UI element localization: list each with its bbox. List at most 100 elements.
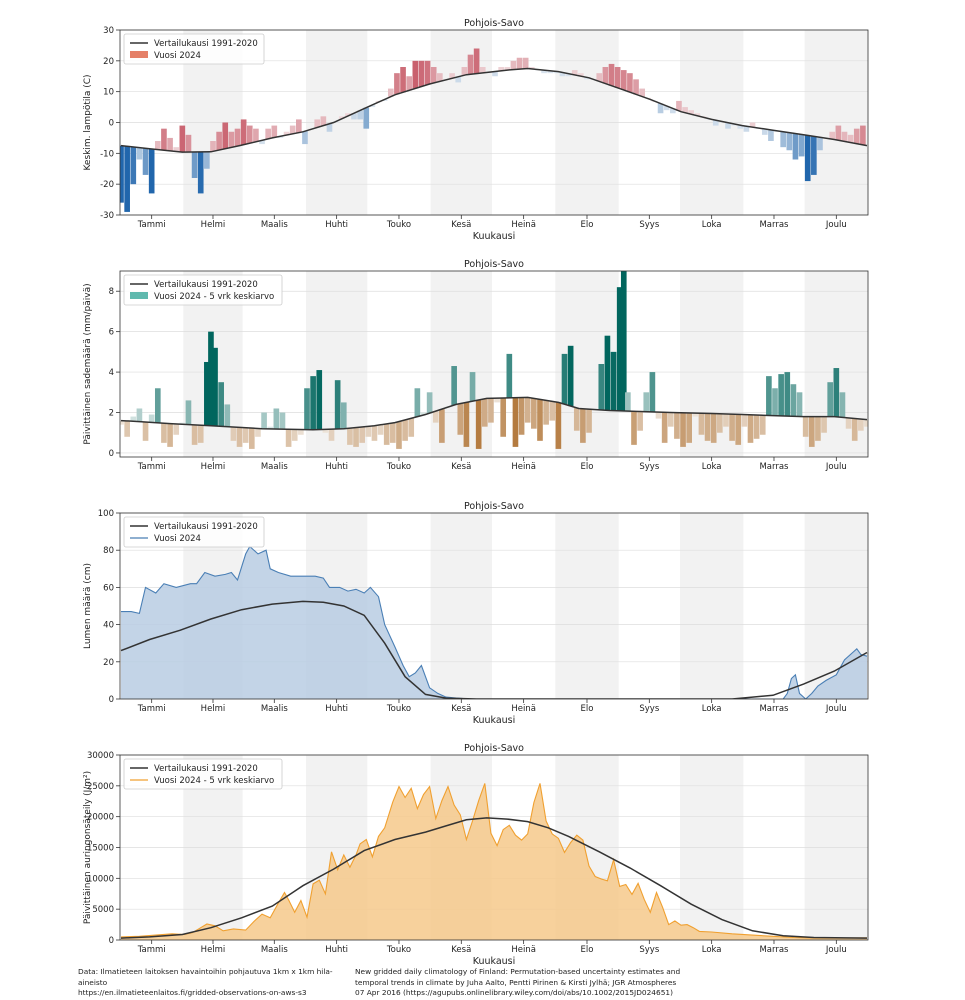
anomaly-bar	[197, 151, 204, 194]
anomaly-bar	[148, 148, 155, 194]
legend-box	[123, 758, 283, 790]
x-tick-label-7: Heinä	[511, 220, 536, 230]
anomaly-bar	[218, 382, 224, 427]
anomaly-bar	[208, 331, 214, 426]
anomaly-bar	[808, 416, 815, 447]
x-tick-label-5: Touko	[386, 220, 411, 230]
anomaly-bar	[860, 125, 866, 145]
anomaly-bar	[735, 414, 742, 445]
anomaly-bar	[120, 145, 124, 203]
anomaly-bar	[406, 76, 413, 91]
y-tick-label: 30	[103, 26, 114, 36]
anomaly-bar	[667, 412, 674, 427]
x-tick-label-10: Loka	[702, 704, 722, 714]
anomaly-bar	[817, 137, 823, 151]
legend-label-observed: Vuosi 2024	[154, 534, 201, 544]
anomaly-bar	[761, 128, 768, 135]
anomaly-bar	[253, 128, 259, 142]
anomaly-bar	[845, 417, 852, 429]
y-axis-label: Päivittäinen auringonsäteily (J/m²)	[83, 771, 93, 924]
x-tick-label-11: Marras	[759, 945, 789, 955]
y-axis-label: Päivittäinen sademäärä (mm/päivä)	[83, 283, 93, 444]
y-tick-label: 0	[109, 936, 114, 946]
anomaly-bar	[291, 429, 298, 441]
x-tick-label-10: Loka	[702, 462, 722, 472]
y-tick-label: 30000	[87, 751, 114, 761]
anomaly-bar	[383, 423, 390, 445]
anomaly-bar	[851, 418, 858, 441]
anomaly-bar	[212, 347, 218, 426]
anomaly-bar	[314, 119, 321, 128]
x-tick-label-2: Helmi	[201, 220, 226, 230]
plot-frame	[119, 270, 869, 458]
y-axis-label: Keskim. lampötila (C)	[83, 74, 93, 170]
anomaly-bar	[228, 131, 235, 148]
anomaly-bar	[686, 412, 692, 443]
anomaly-bar	[357, 110, 363, 120]
anomaly-bar	[663, 105, 670, 111]
anomaly-bar	[246, 125, 253, 144]
anomaly-bar	[461, 67, 468, 76]
anomaly-bar	[827, 382, 834, 417]
anomaly-bar	[310, 376, 316, 430]
anomaly-bar	[559, 72, 566, 77]
anomaly-bar	[500, 397, 507, 437]
anomaly-bar	[173, 147, 180, 152]
anomaly-bar	[518, 397, 525, 435]
anomaly-bar	[620, 271, 627, 411]
anomaly-bar	[242, 427, 249, 443]
anomaly-bar	[784, 372, 791, 417]
anomaly-bar	[120, 420, 124, 425]
anomaly-bar	[620, 70, 627, 91]
anomaly-bar	[780, 131, 787, 148]
anomaly-bar	[338, 116, 345, 119]
anomaly-bar	[531, 398, 537, 429]
legend-label-reference: Vertailukausi 1991-2020	[154, 39, 258, 49]
legend-label-observed: Vuosi 2024 - 5 vrk keskiarvo	[154, 292, 274, 302]
anomaly-bar	[580, 408, 586, 443]
legend-label-reference: Vertailukausi 1991-2020	[154, 280, 258, 290]
anomaly-bar	[136, 408, 143, 422]
anomaly-bar	[853, 128, 860, 144]
anomaly-bar	[804, 135, 811, 182]
legend: Vertailukausi 1991-2020 Vuosi 2024	[123, 33, 265, 65]
anomaly-bar	[616, 287, 623, 411]
legend: Vertailukausi 1991-2020 Vuosi 2024 - 5 vr…	[123, 274, 283, 306]
anomaly-bar	[439, 409, 445, 443]
anomaly-bar	[130, 416, 137, 422]
anomaly-bar	[847, 134, 854, 143]
anomaly-bar	[377, 424, 384, 435]
chart-title: Pohjois-Savo	[464, 743, 524, 754]
anomaly-bar	[815, 416, 821, 441]
y-tick-label: 10000	[87, 874, 114, 884]
anomaly-bar	[643, 392, 650, 412]
anomaly-bar	[833, 368, 840, 417]
y-tick-label: -20	[100, 180, 114, 190]
anomaly-bar	[248, 428, 255, 449]
x-tick-label-9: Syys	[639, 704, 659, 714]
anomaly-bar	[682, 107, 688, 113]
anomaly-bar	[304, 388, 310, 430]
anomaly-bar	[841, 131, 848, 142]
anomaly-bar	[639, 88, 645, 97]
anomaly-bar	[604, 335, 611, 411]
y-tick-label: 20	[103, 658, 114, 668]
legend-box	[123, 516, 265, 548]
reference-line	[120, 600, 868, 699]
anomaly-bar	[516, 57, 523, 70]
x-tick-label-11: Marras	[759, 704, 789, 714]
anomaly-bar	[737, 125, 744, 129]
anomaly-bar	[451, 366, 457, 406]
y-tick-label: 25000	[87, 782, 114, 792]
x-tick-label-3: Maalis	[261, 704, 288, 714]
anomaly-bar	[578, 73, 584, 77]
y-tick-label: 4	[109, 368, 114, 378]
anomaly-bar	[768, 129, 774, 141]
legend: Vertailukausi 1991-2020 Vuosi 2024 - 5 vr…	[123, 758, 283, 790]
anomaly-bar	[414, 388, 421, 417]
anomaly-bar	[400, 67, 406, 93]
anomaly-bar	[524, 397, 531, 423]
anomaly-bar	[283, 131, 290, 136]
anomaly-bar	[492, 71, 498, 77]
chart-panel-4: 0 5000 10000 15000 20000 25000 30000 Tammi Helmi…	[83, 743, 869, 965]
